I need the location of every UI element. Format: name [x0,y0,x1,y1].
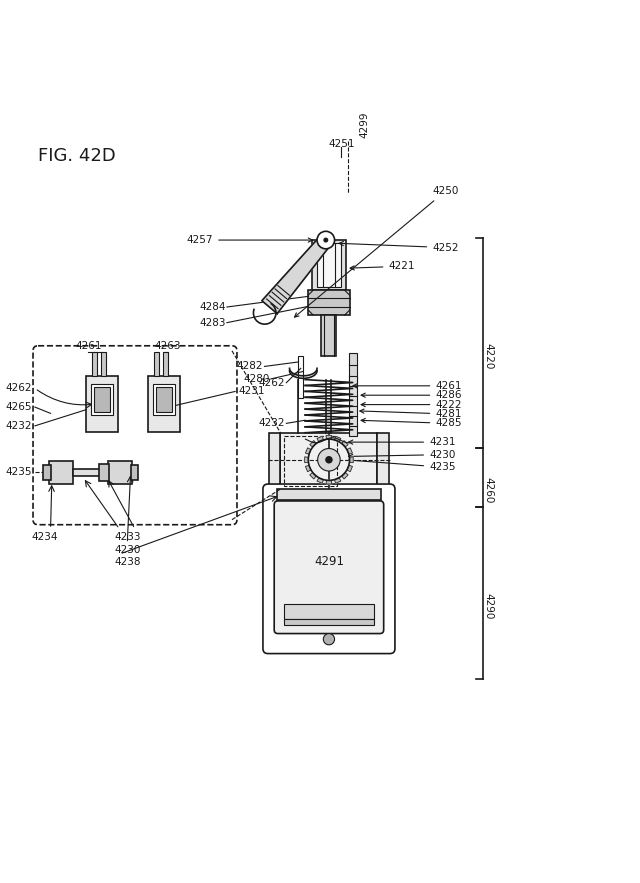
Text: 4251: 4251 [328,140,355,149]
Text: 4290: 4290 [483,593,493,620]
Polygon shape [305,448,311,454]
FancyBboxPatch shape [349,352,357,382]
FancyBboxPatch shape [308,291,349,315]
Polygon shape [326,480,332,484]
Text: 4280: 4280 [243,374,269,384]
FancyBboxPatch shape [312,240,346,291]
Text: 4220: 4220 [483,343,493,369]
Text: 4261: 4261 [76,341,102,351]
Text: 4250: 4250 [294,186,458,317]
FancyBboxPatch shape [163,352,168,376]
Text: 4262: 4262 [5,383,32,393]
FancyBboxPatch shape [263,484,395,653]
Polygon shape [342,472,348,479]
Polygon shape [335,436,341,442]
Polygon shape [305,465,311,472]
FancyBboxPatch shape [349,376,357,436]
Polygon shape [335,478,341,483]
FancyBboxPatch shape [284,604,374,619]
Text: 4283: 4283 [199,318,226,328]
Text: 4230: 4230 [114,545,140,555]
FancyBboxPatch shape [108,461,132,484]
FancyBboxPatch shape [43,464,51,480]
Text: FIG. 42D: FIG. 42D [38,147,116,165]
Circle shape [317,231,335,249]
Polygon shape [342,441,348,447]
Text: 4232: 4232 [5,421,32,431]
Polygon shape [347,448,353,454]
Circle shape [323,634,335,645]
Polygon shape [305,457,308,463]
FancyBboxPatch shape [153,384,175,415]
FancyBboxPatch shape [298,356,303,398]
FancyBboxPatch shape [321,315,337,356]
FancyBboxPatch shape [277,489,381,501]
Text: 4261: 4261 [353,381,462,391]
Text: 4285: 4285 [361,419,462,428]
Text: 4284: 4284 [199,302,226,312]
Polygon shape [349,457,353,463]
Text: 4235: 4235 [349,458,456,472]
Text: 4222: 4222 [361,400,462,410]
FancyBboxPatch shape [269,433,280,489]
Polygon shape [310,472,316,479]
Text: 4235: 4235 [5,467,32,478]
Text: 4257: 4257 [187,235,312,245]
Polygon shape [347,465,353,472]
FancyBboxPatch shape [94,387,110,412]
Polygon shape [310,441,316,447]
FancyBboxPatch shape [378,433,388,489]
Text: 4234: 4234 [31,532,58,542]
FancyBboxPatch shape [86,376,118,432]
FancyBboxPatch shape [317,243,341,287]
Circle shape [325,456,333,464]
FancyBboxPatch shape [91,384,113,415]
FancyBboxPatch shape [99,464,109,481]
Text: 4231: 4231 [238,387,265,396]
Text: 4262: 4262 [259,378,285,388]
FancyBboxPatch shape [280,433,378,489]
Text: 4281: 4281 [360,409,462,419]
Text: 4232: 4232 [259,419,285,428]
FancyBboxPatch shape [148,376,180,432]
Text: 4221: 4221 [350,261,415,271]
FancyBboxPatch shape [131,464,138,480]
Text: 4299: 4299 [359,111,369,138]
Text: 4231: 4231 [349,437,456,447]
FancyBboxPatch shape [100,352,106,376]
Polygon shape [326,435,332,439]
Text: 4263: 4263 [155,341,181,351]
Text: 4291: 4291 [314,555,344,568]
Circle shape [323,238,328,243]
Polygon shape [317,436,323,442]
Text: 4260: 4260 [483,478,493,504]
Polygon shape [262,236,331,313]
FancyBboxPatch shape [73,469,103,476]
FancyBboxPatch shape [156,387,172,412]
FancyBboxPatch shape [284,619,374,625]
FancyBboxPatch shape [274,501,383,634]
Text: 4233: 4233 [114,532,141,542]
Text: 4265: 4265 [5,402,32,412]
FancyBboxPatch shape [49,461,73,484]
Text: 4230: 4230 [349,449,456,460]
Text: 4286: 4286 [361,390,462,400]
Polygon shape [317,478,323,483]
FancyBboxPatch shape [33,346,237,525]
FancyBboxPatch shape [154,352,159,376]
Text: 4282: 4282 [237,361,263,372]
FancyBboxPatch shape [92,352,97,376]
Text: 4252: 4252 [339,241,459,253]
Circle shape [317,449,340,471]
Text: 4238: 4238 [114,557,141,567]
